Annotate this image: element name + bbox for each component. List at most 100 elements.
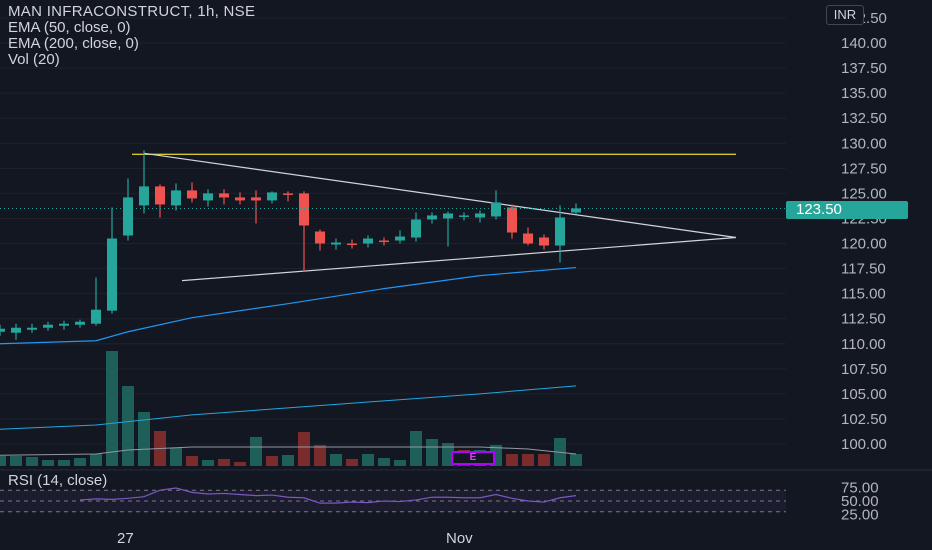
candle-body	[523, 233, 533, 244]
price-tick-label: 107.50	[841, 361, 887, 378]
volume-ma-line	[0, 446, 577, 456]
candle-body	[571, 208, 581, 213]
earnings-marker[interactable]: E	[451, 451, 495, 465]
rsi-line	[79, 487, 577, 504]
candle-body	[379, 240, 389, 243]
ema50-line	[0, 266, 577, 345]
candle-body	[43, 324, 53, 328]
volume-bar	[410, 431, 422, 466]
volume-bar	[426, 439, 438, 466]
rsi-legend[interactable]: RSI (14, close)	[8, 472, 108, 489]
volume-bar	[218, 459, 230, 466]
triangle-lower-line	[181, 236, 737, 282]
volume-bar	[186, 456, 198, 466]
price-tick-label: 137.50	[841, 60, 887, 77]
volume-bar	[570, 454, 582, 466]
volume-bar	[106, 351, 118, 466]
volume-bar	[170, 448, 182, 466]
candle-body	[91, 309, 101, 324]
volume-bar	[314, 445, 326, 466]
volume-bar	[266, 456, 278, 466]
volume-bar	[202, 460, 214, 466]
symbol-title[interactable]: MAN INFRACONSTRUCT, 1h, NSE	[8, 3, 256, 20]
volume-bar	[58, 460, 70, 466]
candle-body	[75, 321, 85, 325]
candle-body	[363, 238, 373, 244]
price-tick-label: 112.50	[841, 311, 886, 328]
volume-bar	[330, 454, 342, 466]
volume-bar	[234, 462, 246, 466]
rsi-tick-label: 50.00	[841, 493, 879, 510]
price-tick-label: 130.00	[841, 135, 887, 152]
candle-body	[299, 193, 309, 226]
volume-bar	[10, 456, 22, 466]
ema200-legend[interactable]: EMA (200, close, 0)	[8, 35, 139, 52]
rsi-tick-label: 75.00	[841, 480, 879, 497]
price-tick-label: 132.50	[841, 110, 887, 127]
volume-bar	[138, 412, 150, 466]
candle-body	[539, 237, 549, 246]
volume-bar	[74, 458, 86, 466]
candle-body	[187, 190, 197, 199]
candle-body	[491, 202, 501, 217]
candle-body	[27, 327, 37, 330]
triangle-upper-line	[143, 152, 737, 239]
volume-bar	[250, 437, 262, 466]
candle-body	[0, 328, 5, 332]
candle-body	[427, 215, 437, 220]
candle-body	[11, 327, 21, 333]
volume-bar	[538, 454, 550, 466]
candle-body	[443, 213, 453, 219]
volume-bar	[522, 454, 534, 466]
volume-bar	[362, 454, 374, 466]
candle-body	[107, 238, 117, 311]
price-tick-label: 127.50	[841, 160, 887, 177]
price-tick-label: 100.00	[841, 436, 887, 453]
volume-bar	[42, 460, 54, 466]
price-tick-label: 105.00	[841, 386, 887, 403]
volume-bar	[90, 454, 102, 466]
x-axis-label-nov: Nov	[446, 530, 473, 547]
candle-body	[347, 243, 357, 246]
chart-legend: MAN INFRACONSTRUCT, 1h, NSE EMA (50, clo…	[8, 4, 255, 68]
candle-body	[123, 197, 133, 236]
volume-bar	[298, 432, 310, 466]
volume-bar	[378, 458, 390, 466]
last-price-tag: 123.50	[786, 201, 908, 219]
volume-legend[interactable]: Vol (20)	[8, 51, 60, 68]
candle-body	[507, 207, 517, 233]
price-tick-label: 120.00	[841, 236, 887, 253]
candle-body	[267, 192, 277, 201]
volume-bar	[0, 456, 6, 466]
candle-body	[555, 217, 565, 246]
ema200-line	[0, 385, 577, 430]
candle-body	[475, 213, 485, 218]
volume-bar	[282, 455, 294, 466]
price-tick-label: 117.50	[841, 261, 886, 278]
candle-body	[283, 193, 293, 195]
candle-body	[171, 190, 181, 206]
price-tick-label: 110.00	[841, 336, 886, 353]
currency-badge[interactable]: INR	[826, 5, 864, 25]
candle-body	[155, 186, 165, 205]
ema50-legend[interactable]: EMA (50, close, 0)	[8, 19, 131, 36]
candle-body	[459, 215, 469, 217]
volume-bar	[26, 457, 38, 466]
price-tick-label: 135.00	[841, 85, 887, 102]
candle-body	[411, 219, 421, 238]
price-tick-label: 115.00	[841, 286, 886, 303]
x-axis-label-27: 27	[117, 530, 134, 547]
volume-bar	[506, 454, 518, 466]
candle-body	[203, 193, 213, 201]
rsi-tick-label: 25.00	[841, 507, 879, 524]
candle-body	[219, 193, 229, 198]
price-tick-label: 125.00	[841, 185, 887, 202]
price-tick-label: 102.50	[841, 411, 887, 428]
candle-body	[59, 323, 69, 326]
price-tick-label: 140.00	[841, 35, 887, 52]
candle-body	[395, 236, 405, 241]
volume-bar	[394, 460, 406, 466]
candle-body	[235, 197, 245, 201]
